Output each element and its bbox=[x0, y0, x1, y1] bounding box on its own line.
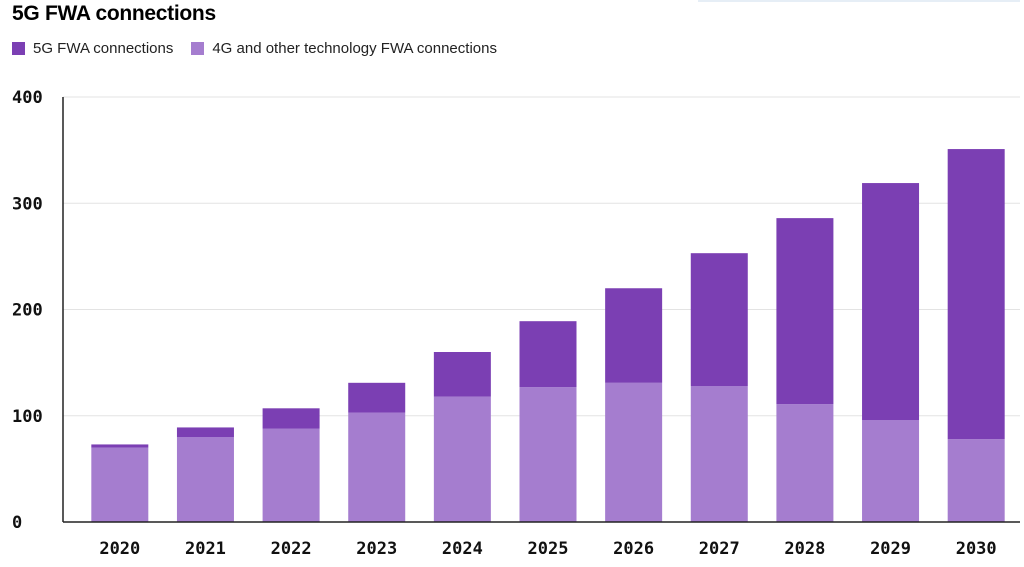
x-tick-label: 2028 bbox=[784, 539, 825, 559]
bar-segment-4g bbox=[348, 412, 406, 522]
x-tick-label: 2025 bbox=[528, 539, 569, 559]
bar-segment-5g bbox=[605, 288, 663, 383]
y-tick-label: 400 bbox=[12, 88, 43, 108]
bar-segment-5g bbox=[862, 183, 920, 420]
bar-segment-4g bbox=[91, 447, 149, 522]
bar-segment-4g bbox=[862, 420, 920, 522]
x-tick-label: 2020 bbox=[99, 539, 140, 559]
legend-label-4g: 4G and other technology FWA connections bbox=[212, 40, 497, 57]
x-tick-label: 2029 bbox=[870, 539, 911, 559]
bar-segment-4g bbox=[433, 396, 491, 522]
bar-segment-4g bbox=[776, 404, 834, 522]
bar-segment-4g bbox=[690, 386, 748, 522]
bar-segment-5g bbox=[690, 253, 748, 386]
x-tick-label: 2021 bbox=[185, 539, 226, 559]
y-tick-label: 300 bbox=[12, 194, 43, 214]
y-tick-label: 0 bbox=[12, 513, 22, 533]
x-tick-label: 2024 bbox=[442, 539, 483, 559]
y-tick-label: 100 bbox=[12, 407, 43, 427]
legend-swatch-5g bbox=[12, 42, 25, 55]
chart-title: 5G FWA connections bbox=[12, 2, 216, 25]
bar-segment-4g bbox=[605, 382, 663, 522]
bar-segment-5g bbox=[433, 352, 491, 397]
top-divider bbox=[698, 0, 1020, 2]
x-tick-label: 2030 bbox=[956, 539, 997, 559]
legend-item-5g: 5G FWA connections bbox=[12, 40, 173, 57]
x-tick-label: 2026 bbox=[613, 539, 654, 559]
bar-segment-4g bbox=[176, 437, 234, 522]
legend-item-4g: 4G and other technology FWA connections bbox=[191, 40, 497, 57]
x-tick-label: 2023 bbox=[356, 539, 397, 559]
legend-swatch-4g bbox=[191, 42, 205, 55]
bar-segment-4g bbox=[947, 439, 1005, 522]
bar-segment-5g bbox=[262, 408, 320, 429]
chart-legend: 5G FWA connections 4G and other technolo… bbox=[12, 40, 515, 57]
bar-segment-5g bbox=[91, 444, 149, 448]
bar-segment-5g bbox=[947, 149, 1005, 440]
bar-segment-5g bbox=[519, 321, 577, 388]
x-tick-label: 2022 bbox=[271, 539, 312, 559]
bar-segment-5g bbox=[176, 427, 234, 437]
legend-label-5g: 5G FWA connections bbox=[33, 40, 174, 57]
bar-segment-4g bbox=[519, 387, 577, 522]
y-tick-label: 200 bbox=[12, 301, 43, 321]
bar-segment-5g bbox=[776, 218, 834, 405]
bar-segment-5g bbox=[348, 382, 406, 413]
x-tick-label: 2027 bbox=[699, 539, 740, 559]
bar-segment-4g bbox=[262, 428, 320, 522]
